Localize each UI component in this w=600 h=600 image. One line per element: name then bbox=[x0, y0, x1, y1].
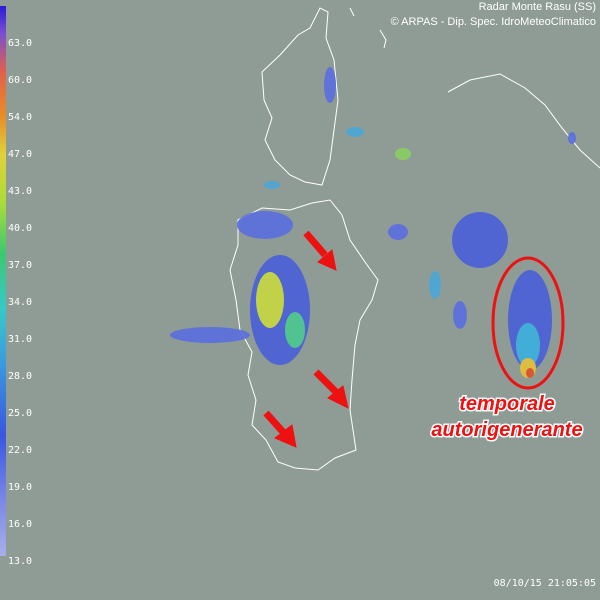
echo bbox=[452, 212, 508, 268]
scale-labels: 63.0 60.0 54.0 47.0 43.0 40.0 37.0 34.0 31.0 28.0… bbox=[8, 38, 32, 567]
highlight-ellipse bbox=[491, 256, 565, 390]
arrow-head bbox=[317, 249, 337, 271]
echo bbox=[453, 301, 467, 329]
echo bbox=[526, 368, 534, 378]
scale-label: 43.0 bbox=[8, 186, 32, 197]
echo bbox=[256, 272, 284, 328]
echo bbox=[324, 67, 336, 103]
echo bbox=[264, 181, 280, 189]
coastlines bbox=[229, 7, 600, 471]
scale-label: 25.0 bbox=[8, 408, 32, 419]
echo bbox=[346, 127, 364, 137]
credit: © ARPAS - Dip. Spec. IdroMeteoClimatico bbox=[391, 16, 596, 28]
scale-label: 54.0 bbox=[8, 112, 32, 123]
scale-label: 19.0 bbox=[8, 482, 32, 493]
echo bbox=[568, 132, 576, 144]
scale-label: 16.0 bbox=[8, 519, 32, 530]
arrow bbox=[303, 230, 328, 258]
scale-label: 22.0 bbox=[8, 445, 32, 456]
station-name: Radar Monte Rasu (SS) bbox=[479, 1, 596, 13]
annotation-line: autorigenerante bbox=[431, 419, 582, 441]
echo bbox=[395, 148, 411, 160]
arrow-head bbox=[327, 385, 349, 409]
arrows bbox=[263, 230, 349, 448]
arrow-head bbox=[274, 424, 297, 448]
echo bbox=[429, 271, 441, 299]
echo bbox=[237, 211, 293, 239]
scale-label: 28.0 bbox=[8, 371, 32, 382]
scale-label: 40.0 bbox=[8, 223, 32, 234]
sardinia bbox=[229, 199, 379, 471]
scale-label: 31.0 bbox=[8, 334, 32, 345]
islands bbox=[379, 29, 387, 49]
scale-label: 47.0 bbox=[8, 149, 32, 160]
scale-label: 34.0 bbox=[8, 297, 32, 308]
scale-label: 60.0 bbox=[8, 75, 32, 86]
timestamp: 08/10/15 21:05:05 bbox=[494, 578, 596, 589]
arrow bbox=[313, 369, 339, 395]
arrow bbox=[263, 410, 286, 435]
echo bbox=[285, 312, 305, 348]
echo bbox=[388, 224, 408, 240]
corsica bbox=[261, 7, 339, 186]
italy-coast bbox=[447, 73, 600, 169]
scale-label: 63.0 bbox=[8, 38, 32, 49]
echo bbox=[516, 323, 540, 367]
color-scale bbox=[0, 6, 6, 556]
scale-label: 13.0 bbox=[8, 556, 32, 567]
islands bbox=[349, 7, 355, 17]
scale-label: 37.0 bbox=[8, 260, 32, 271]
annotation-line: temporale bbox=[459, 393, 555, 415]
radar-echoes bbox=[170, 67, 576, 378]
echo bbox=[170, 327, 250, 343]
